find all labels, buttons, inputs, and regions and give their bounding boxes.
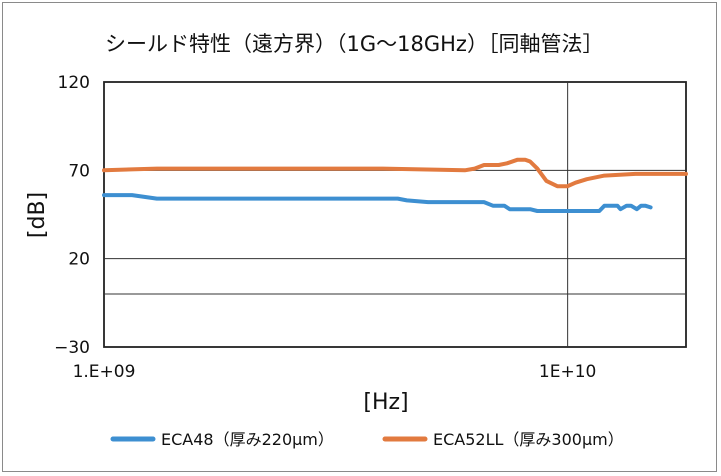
y-axis-ticks: 120 70 20 −30: [54, 73, 90, 358]
legend: ECA48（厚み220μm） ECA52LL（厚み300μm）: [110, 430, 624, 449]
y-tick-label: 20: [68, 250, 90, 270]
series-line-1: [102, 193, 653, 213]
y-axis-label: [dB]: [25, 192, 50, 238]
series-line-2: [102, 157, 688, 189]
y-tick-label: 120: [58, 73, 90, 93]
x-tick-label: 1E+10: [539, 362, 596, 382]
series-lines: [102, 157, 688, 213]
legend-label-2: ECA52LL（厚み300μm）: [433, 430, 624, 449]
y-tick-label: 70: [68, 161, 90, 181]
legend-label-1: ECA48（厚み220μm）: [161, 430, 334, 449]
x-axis-ticks: 1.E+09 1E+10: [73, 362, 597, 382]
y-tick-label: −30: [54, 338, 90, 358]
x-axis-label: [Hz]: [363, 390, 408, 415]
x-tick-label: 1.E+09: [73, 362, 136, 382]
plot-area: [103, 81, 687, 348]
chart-title: シールド特性（遠方界）（1G～18GHz）［同軸管法］: [105, 32, 603, 56]
